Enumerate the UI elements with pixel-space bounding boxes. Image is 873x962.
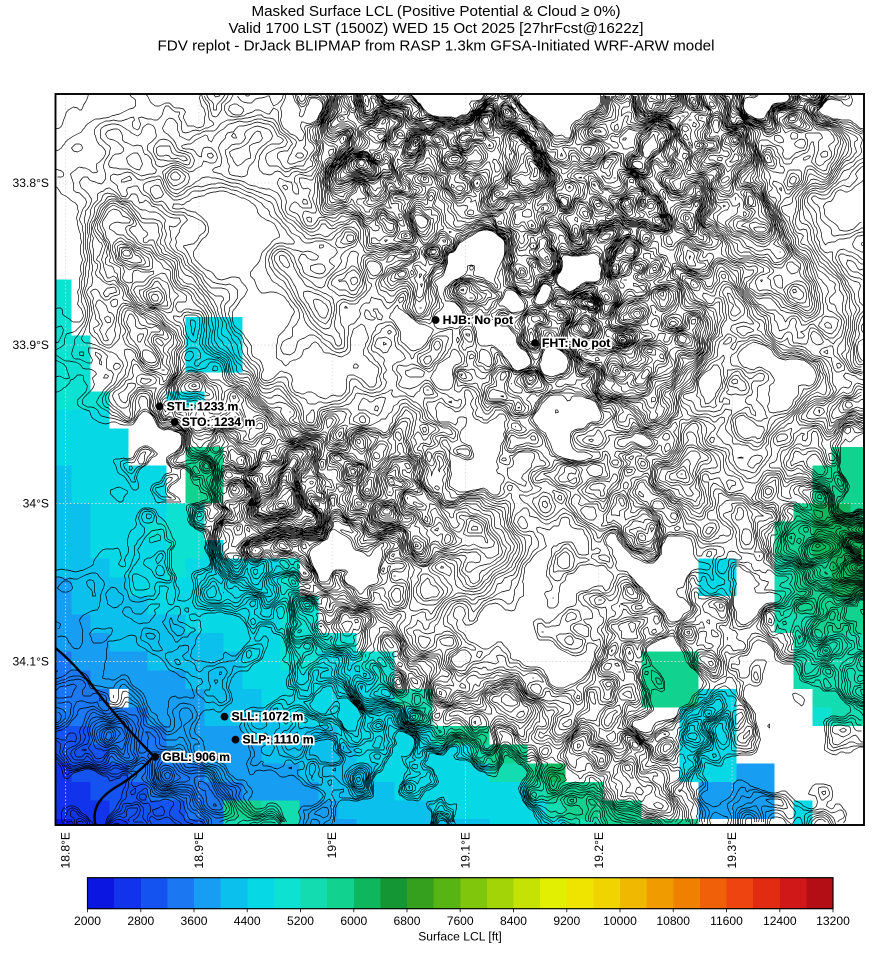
svg-text:2000: 2000 (74, 914, 101, 928)
svg-text:34.1°S: 34.1°S (13, 655, 49, 669)
svg-text:18.8°E: 18.8°E (59, 832, 73, 868)
svg-text:19.1°E: 19.1°E (459, 832, 473, 868)
svg-text:19.3°E: 19.3°E (725, 832, 739, 868)
svg-text:6800: 6800 (394, 914, 421, 928)
svg-text:5200: 5200 (287, 914, 314, 928)
svg-text:13200: 13200 (816, 914, 850, 928)
svg-text:9200: 9200 (553, 914, 580, 928)
svg-text:4400: 4400 (234, 914, 261, 928)
svg-text:7600: 7600 (447, 914, 474, 928)
svg-text:11600: 11600 (710, 914, 743, 928)
svg-text:10000: 10000 (603, 914, 637, 928)
svg-text:HJB: No pot: HJB: No pot (443, 313, 513, 327)
svg-text:SLP: 1110 m: SLP: 1110 m (243, 733, 314, 747)
svg-text:FHT: No pot: FHT: No pot (542, 336, 610, 350)
svg-text:33.9°S: 33.9°S (13, 338, 49, 352)
svg-text:12400: 12400 (763, 914, 797, 928)
svg-text:18.9°E: 18.9°E (192, 832, 206, 868)
svg-text:34°S: 34°S (23, 497, 49, 511)
svg-text:STL: 1233 m: STL: 1233 m (167, 399, 239, 413)
svg-text:Valid 1700 LST (1500Z) WED 15: Valid 1700 LST (1500Z) WED 15 Oct 2025 [… (228, 20, 643, 37)
svg-text:STO: 1234 m: STO: 1234 m (182, 415, 256, 429)
svg-text:19.2°E: 19.2°E (592, 832, 606, 868)
svg-text:10800: 10800 (656, 914, 690, 928)
svg-text:Masked Surface LCL (Positive P: Masked Surface LCL (Positive Potential &… (251, 3, 620, 20)
svg-text:Surface LCL [ft]: Surface LCL [ft] (418, 930, 502, 944)
svg-text:8400: 8400 (500, 914, 527, 928)
svg-text:19°E: 19°E (325, 832, 339, 858)
svg-text:2800: 2800 (127, 914, 154, 928)
svg-text:6000: 6000 (340, 914, 367, 928)
svg-text:3600: 3600 (181, 914, 208, 928)
svg-text:33.8°S: 33.8°S (13, 176, 49, 190)
svg-text:SLL: 1072 m: SLL: 1072 m (232, 710, 304, 724)
svg-text:FDV replot - DrJack BLIPMAP fr: FDV replot - DrJack BLIPMAP from RASP 1.… (157, 38, 714, 55)
svg-text:GBL: 906 m: GBL: 906 m (162, 750, 230, 764)
